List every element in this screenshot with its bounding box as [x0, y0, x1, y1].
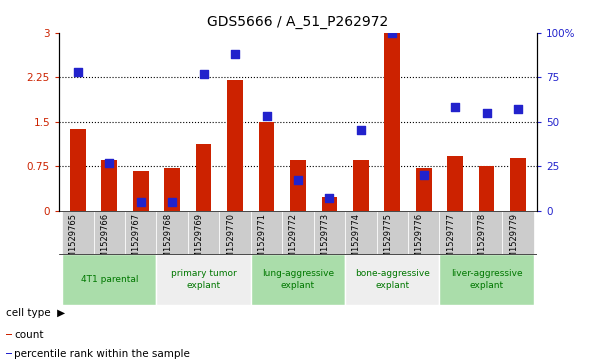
Text: 4T1 parental: 4T1 parental — [81, 275, 138, 284]
Text: GSM1529765: GSM1529765 — [69, 213, 78, 269]
Title: GDS5666 / A_51_P262972: GDS5666 / A_51_P262972 — [207, 15, 389, 29]
Bar — [219, 211, 251, 254]
Bar — [471, 211, 502, 254]
Point — [482, 110, 491, 115]
Bar — [502, 211, 534, 254]
Bar — [188, 211, 219, 254]
Text: GSM1529773: GSM1529773 — [320, 213, 329, 269]
Text: GSM1529777: GSM1529777 — [446, 213, 455, 269]
Bar — [353, 160, 369, 211]
Point — [419, 172, 428, 178]
Bar — [345, 211, 376, 254]
Point — [136, 199, 146, 205]
Point — [73, 69, 83, 75]
Bar — [290, 160, 306, 211]
Bar — [376, 211, 408, 254]
Bar — [251, 211, 282, 254]
Text: liver-aggressive
explant: liver-aggressive explant — [451, 269, 522, 290]
Text: GSM1529768: GSM1529768 — [163, 213, 172, 269]
Point — [104, 160, 114, 166]
Text: count: count — [14, 330, 44, 340]
Bar — [196, 144, 211, 211]
Bar — [62, 211, 94, 254]
Bar — [478, 166, 494, 211]
Point — [293, 178, 303, 183]
Bar — [125, 211, 156, 254]
Text: GSM1529770: GSM1529770 — [226, 213, 235, 269]
Point — [262, 113, 271, 119]
Bar — [227, 80, 243, 211]
Text: bone-aggressive
explant: bone-aggressive explant — [355, 269, 430, 290]
Bar — [156, 254, 251, 305]
Text: GSM1529778: GSM1529778 — [477, 213, 487, 269]
Point — [356, 128, 366, 134]
Bar — [258, 122, 274, 211]
Text: GSM1529766: GSM1529766 — [100, 213, 109, 269]
Bar — [416, 168, 431, 211]
Text: GSM1529767: GSM1529767 — [132, 213, 141, 269]
Point — [230, 51, 240, 57]
Point — [199, 71, 208, 77]
Bar — [6, 334, 12, 335]
Text: GSM1529779: GSM1529779 — [509, 213, 518, 269]
Bar — [314, 211, 345, 254]
Bar — [101, 160, 117, 211]
Text: primary tumor
explant: primary tumor explant — [171, 269, 237, 290]
Point — [324, 195, 334, 201]
Bar — [282, 211, 314, 254]
Point — [513, 106, 523, 112]
Bar — [251, 254, 345, 305]
Point — [450, 105, 460, 110]
Text: GSM1529771: GSM1529771 — [257, 213, 267, 269]
Text: GSM1529769: GSM1529769 — [195, 213, 204, 269]
Text: GSM1529776: GSM1529776 — [415, 213, 424, 269]
Bar — [440, 211, 471, 254]
Text: cell type  ▶: cell type ▶ — [6, 308, 65, 318]
Point — [388, 30, 397, 36]
Bar — [62, 254, 156, 305]
Point — [168, 199, 177, 205]
Bar — [133, 171, 149, 211]
Text: GSM1529775: GSM1529775 — [384, 213, 392, 269]
Bar — [70, 129, 86, 211]
Text: lung-aggressive
explant: lung-aggressive explant — [262, 269, 334, 290]
Bar — [156, 211, 188, 254]
Bar — [165, 168, 180, 211]
Bar — [447, 156, 463, 211]
Text: GSM1529772: GSM1529772 — [289, 213, 298, 269]
Bar — [510, 158, 526, 211]
Text: percentile rank within the sample: percentile rank within the sample — [14, 349, 190, 359]
Bar — [385, 33, 400, 211]
Bar — [94, 211, 125, 254]
Bar — [345, 254, 440, 305]
Bar — [322, 197, 337, 211]
Text: GSM1529774: GSM1529774 — [352, 213, 361, 269]
Bar — [440, 254, 534, 305]
Bar — [408, 211, 440, 254]
